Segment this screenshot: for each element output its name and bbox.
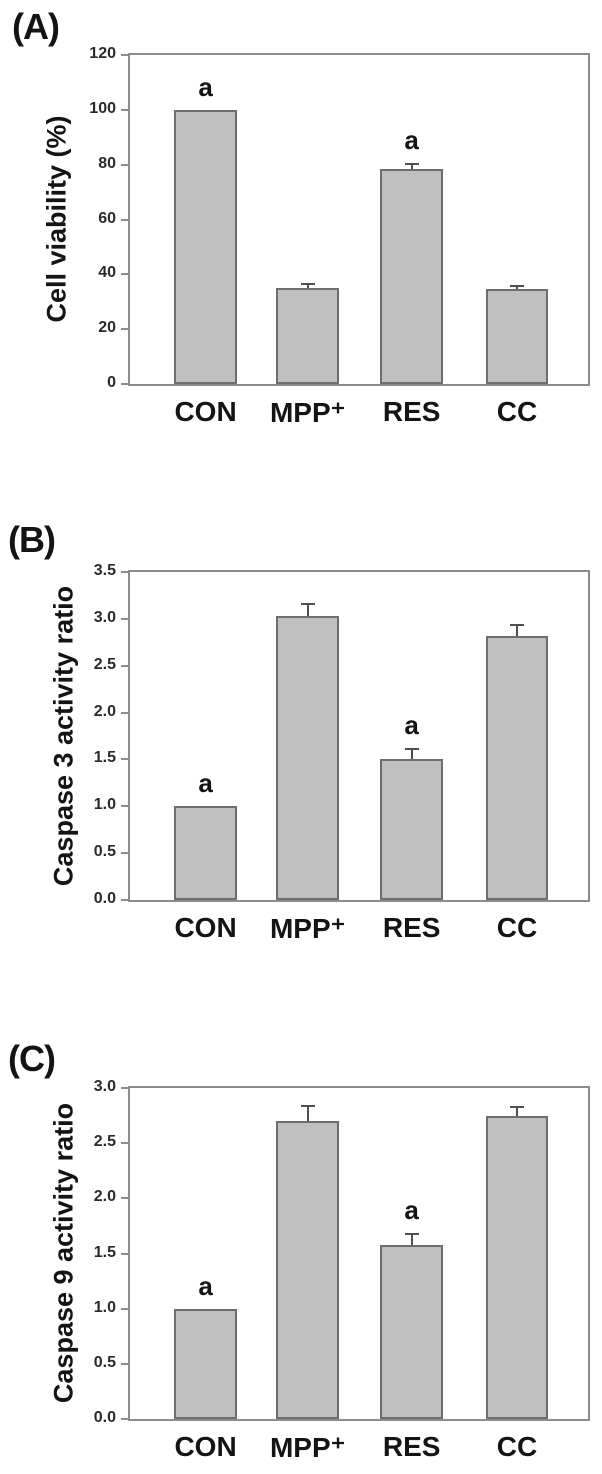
bar-cc: [485, 1115, 549, 1419]
y-tick-label: 40: [98, 264, 116, 282]
bar-mpp: [276, 1121, 340, 1419]
bar-mpp: [276, 616, 340, 900]
plot-area-b: 0.0 0.5 1.0 1.5 2.0 2.5 3.0 3.5 a CON MPP⁺ a RES CC: [94, 562, 590, 944]
x-category-label: CON: [174, 396, 237, 427]
y-tick-mark: [121, 664, 130, 667]
y-tick-label: 0: [107, 374, 116, 392]
y-tick-mark: [121, 852, 130, 855]
y-tick-label: 3.0: [93, 608, 116, 626]
significance-letter: a: [404, 1194, 419, 1225]
significance-letter: a: [198, 71, 213, 102]
y-tick-label: 1.5: [93, 1243, 116, 1261]
bar-res: [380, 759, 444, 900]
plot-area-c: 0.0 0.5 1.0 1.5 2.0 2.5 3.0 a CON MPP⁺ a RES CC: [94, 1078, 590, 1463]
y-tick-mark: [121, 108, 130, 111]
bar-con: [174, 806, 237, 900]
y-tick-label: 1.0: [93, 796, 116, 814]
error-bar-cap: [300, 283, 315, 286]
y-tick-mark: [121, 1307, 130, 1310]
significance-letter: a: [198, 1270, 213, 1301]
y-tick-label: 3.5: [93, 562, 116, 580]
x-category-label: CON: [174, 912, 237, 943]
y-tick-mark: [121, 54, 130, 56]
y-tick-label: 2.5: [93, 1133, 116, 1151]
y-tick-mark: [121, 1252, 130, 1255]
y-tick-mark: [121, 273, 130, 276]
y-tick-label: 2.0: [93, 702, 116, 720]
y-tick-label: 1.5: [93, 749, 116, 767]
bar-cc: [485, 635, 549, 900]
error-bar: [306, 283, 309, 289]
y-tick-label: 0.5: [93, 843, 116, 861]
x-category-label: RES: [382, 912, 441, 943]
error-bar-cap: [300, 602, 315, 605]
y-tick-mark: [121, 899, 130, 901]
panel-label-a: (A): [12, 6, 60, 47]
y-tick-label: 80: [98, 154, 116, 172]
y-tick-label: 120: [89, 45, 116, 63]
bar-res: [380, 1244, 444, 1419]
bar-cc: [485, 289, 549, 384]
y-tick-mark: [121, 711, 130, 714]
plot-area-a: 0 20 40 60 80 100 120 a CON MPP⁺ a RES CC: [89, 45, 590, 428]
y-tick-mark: [121, 1362, 130, 1365]
y-tick-mark: [121, 163, 130, 166]
error-bar: [516, 624, 518, 636]
error-bar: [516, 1105, 518, 1116]
error-bar-cap: [510, 624, 524, 627]
x-category-label: RES: [382, 396, 441, 427]
significance-letter: a: [404, 124, 419, 155]
panel-label-c: (C): [8, 1038, 56, 1079]
y-tick-mark: [121, 328, 130, 331]
panel-label-b: (B): [8, 519, 56, 560]
x-category-label: CC: [496, 912, 538, 943]
error-bar: [306, 602, 309, 617]
significance-letter: a: [198, 768, 213, 799]
y-tick-mark: [121, 571, 130, 573]
y-tick-label: 2.0: [93, 1188, 116, 1206]
error-bar-cap: [404, 748, 419, 751]
error-bar: [306, 1104, 309, 1122]
y-tick-mark: [121, 218, 130, 221]
y-tick-label: 2.5: [93, 655, 116, 673]
y-tick-label: 0.5: [93, 1353, 116, 1371]
y-tick-mark: [121, 1142, 130, 1145]
y-tick-label: 100: [89, 99, 116, 117]
x-category-label: CON: [174, 1431, 237, 1462]
bar-con: [174, 109, 237, 384]
y-tick-label: 60: [98, 209, 116, 227]
error-bar-cap: [510, 285, 524, 288]
error-bar-cap: [510, 1105, 524, 1108]
bar-res: [380, 168, 444, 384]
x-category-label: MPP⁺: [269, 913, 346, 944]
y-tick-mark: [121, 1197, 130, 1200]
y-tick-label: 3.0: [93, 1078, 116, 1096]
bar-con: [174, 1308, 237, 1419]
y-tick-label: 1.0: [93, 1298, 116, 1316]
y-tick-mark: [121, 1087, 130, 1089]
error-bar-cap: [404, 162, 419, 165]
error-bar: [410, 1232, 413, 1245]
y-tick-label: 20: [98, 319, 116, 337]
error-bar-cap: [300, 1104, 315, 1107]
x-category-label: MPP⁺: [269, 1432, 346, 1463]
y-tick-mark: [121, 758, 130, 761]
x-category-label: RES: [382, 1431, 441, 1462]
bar-mpp: [276, 288, 340, 384]
y-tick-mark: [121, 1418, 130, 1420]
y-tick-mark: [121, 805, 130, 808]
y-tick-mark: [121, 617, 130, 620]
x-category-label: CC: [496, 396, 538, 427]
error-bar: [410, 162, 413, 169]
x-category-label: MPP⁺: [269, 397, 346, 428]
error-bar: [516, 285, 518, 290]
error-bar-cap: [404, 1232, 419, 1235]
error-bar: [410, 748, 413, 760]
x-category-label: CC: [496, 1431, 538, 1462]
significance-letter: a: [404, 710, 419, 741]
y-tick-label: 0.0: [93, 890, 116, 908]
y-tick-label: 0.0: [93, 1409, 116, 1427]
y-tick-mark: [121, 383, 130, 385]
